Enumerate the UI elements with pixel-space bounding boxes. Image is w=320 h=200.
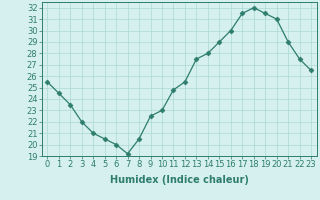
X-axis label: Humidex (Indice chaleur): Humidex (Indice chaleur)	[110, 175, 249, 185]
